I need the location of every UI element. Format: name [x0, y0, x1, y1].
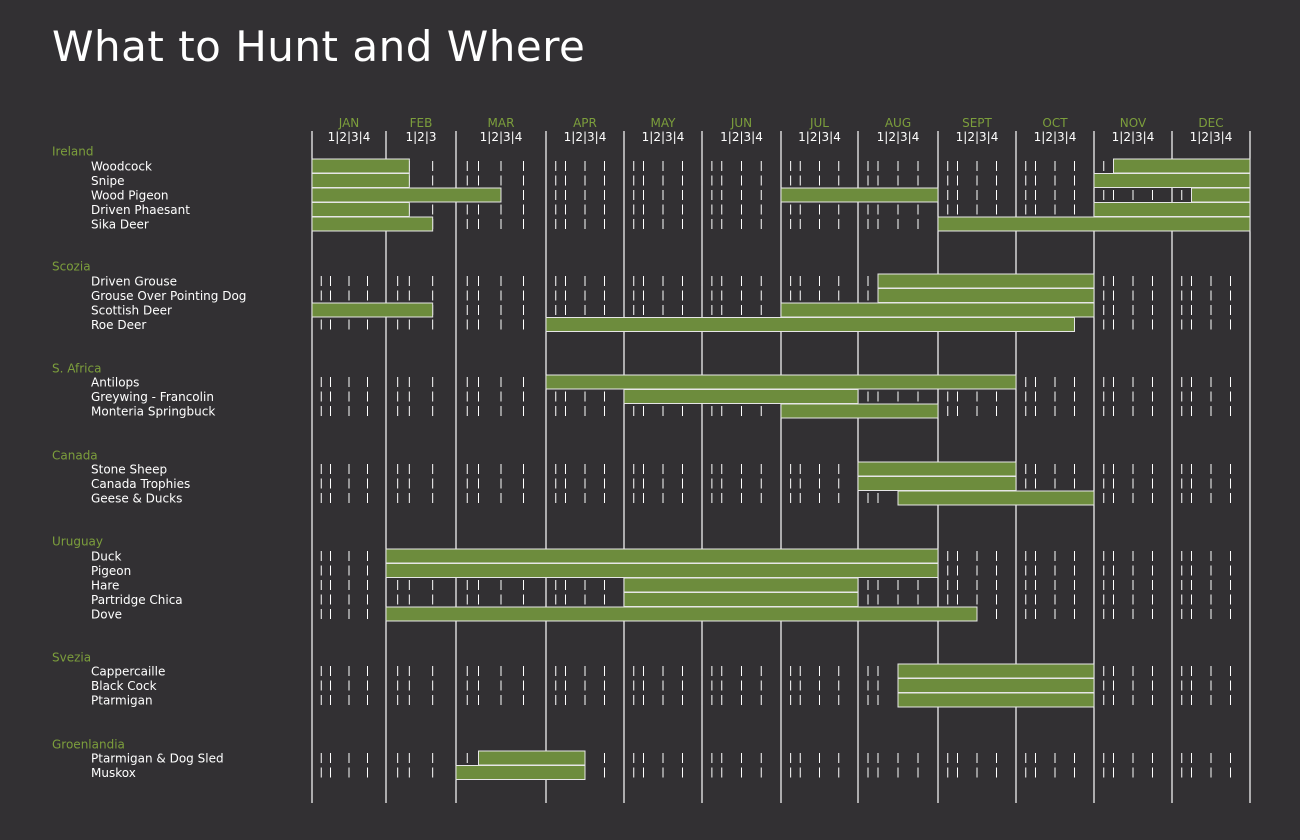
month-label: AUG [885, 116, 911, 130]
region-label: Canada [52, 449, 98, 463]
month-label: APR [573, 116, 597, 130]
season-bar [311, 302, 434, 318]
month-gridlines [311, 131, 1251, 803]
season-bar [478, 750, 586, 766]
season-bar [311, 158, 410, 174]
species-label: Muskox [91, 766, 136, 780]
species-label: Cappercaille [91, 665, 165, 679]
week-labels: 1|2|3|4 [1034, 130, 1077, 144]
week-labels: 1|2|3|4 [642, 130, 685, 144]
season-bar [877, 273, 1095, 289]
season-bar [780, 403, 939, 419]
chart-title: What to Hunt and Where [52, 22, 586, 71]
species-label: Hare [91, 579, 119, 593]
season-bar [311, 202, 410, 217]
species-label: Black Cock [91, 679, 157, 693]
season-bar [623, 592, 859, 607]
season-bar [857, 476, 1017, 491]
season-bar [1093, 173, 1251, 188]
week-labels: 1|2|3|4 [564, 130, 607, 144]
month-label: MAR [488, 116, 515, 130]
region-label: Groenlandia [52, 738, 125, 752]
season-bar [897, 663, 1095, 679]
species-label: Pigeon [91, 564, 131, 578]
season-bar [877, 288, 1095, 303]
week-labels: 1|2|3|4 [720, 130, 763, 144]
species-label: Roe Deer [91, 318, 146, 332]
month-label: FEB [410, 116, 433, 130]
month-label: NOV [1120, 116, 1147, 130]
month-label: SEPT [962, 116, 992, 130]
species-label: Ptarmigan & Dog Sled [91, 752, 224, 766]
season-bar [780, 302, 1095, 318]
region-label: Uruguay [52, 535, 103, 549]
season-bar [311, 187, 502, 203]
week-labels: 1|2|3|4 [956, 130, 999, 144]
species-label: Antilops [91, 376, 139, 390]
species-label: Ptarmigan [91, 694, 153, 708]
species-label: Stone Sheep [91, 463, 167, 477]
month-label: OCT [1042, 116, 1068, 130]
week-labels: 1|2|3|4 [1112, 130, 1155, 144]
month-label: JAN [338, 116, 360, 130]
species-label: Canada Trophies [91, 477, 190, 491]
species-label: Monteria Springbuck [91, 405, 215, 419]
season-bar [545, 317, 1075, 332]
season-bar [780, 187, 939, 203]
week-labels: 1|2|3|4 [480, 130, 523, 144]
week-labels: 1|2|3|4 [1190, 130, 1233, 144]
region-label: S. Africa [52, 362, 101, 376]
species-label: Scottish Deer [91, 304, 172, 318]
month-label: JUL [809, 116, 829, 130]
season-bar [385, 548, 939, 564]
species-label: Greywing - Francolin [91, 390, 214, 404]
season-bar [385, 563, 939, 578]
season-bar [897, 490, 1095, 506]
month-label: MAY [651, 116, 677, 130]
season-bar [455, 765, 586, 780]
month-label: DEC [1198, 116, 1223, 130]
season-bar [897, 692, 1095, 708]
species-label: Geese & Ducks [91, 492, 182, 506]
species-label: Partridge Chica [91, 593, 183, 607]
week-labels: 1|2|3 [406, 130, 437, 144]
species-label: Driven Phaesant [91, 203, 190, 217]
season-bar [937, 216, 1251, 232]
week-labels: 1|2|3|4 [798, 130, 841, 144]
region-label: Scozia [52, 260, 91, 274]
species-label: Woodcock [91, 160, 152, 174]
species-label: Grouse Over Pointing Dog [91, 289, 246, 303]
season-bar [311, 216, 434, 232]
species-label: Dove [91, 608, 122, 622]
species-label: Driven Grouse [91, 275, 177, 289]
season-bar [623, 389, 859, 404]
week-labels: 1|2|3|4 [328, 130, 371, 144]
season-bar [1191, 187, 1251, 203]
month-label: JUN [730, 116, 752, 130]
season-bar [897, 678, 1095, 693]
season-bar [311, 173, 410, 188]
season-bar [385, 606, 978, 622]
region-label: Svezia [52, 651, 91, 665]
region-label: Ireland [52, 145, 94, 159]
species-label: Wood Pigeon [91, 189, 169, 203]
month-headers: JAN1|2|3|4FEB1|2|3MAR1|2|3|4APR1|2|3|4MA… [328, 116, 1233, 144]
season-bar [1093, 202, 1251, 217]
week-labels: 1|2|3|4 [877, 130, 920, 144]
season-bar [623, 577, 859, 593]
season-bar [857, 461, 1017, 477]
species-label: Snipe [91, 174, 125, 188]
season-bar [545, 374, 1017, 390]
species-label: Sika Deer [91, 218, 149, 232]
species-label: Duck [91, 550, 121, 564]
season-bar [1113, 158, 1251, 174]
